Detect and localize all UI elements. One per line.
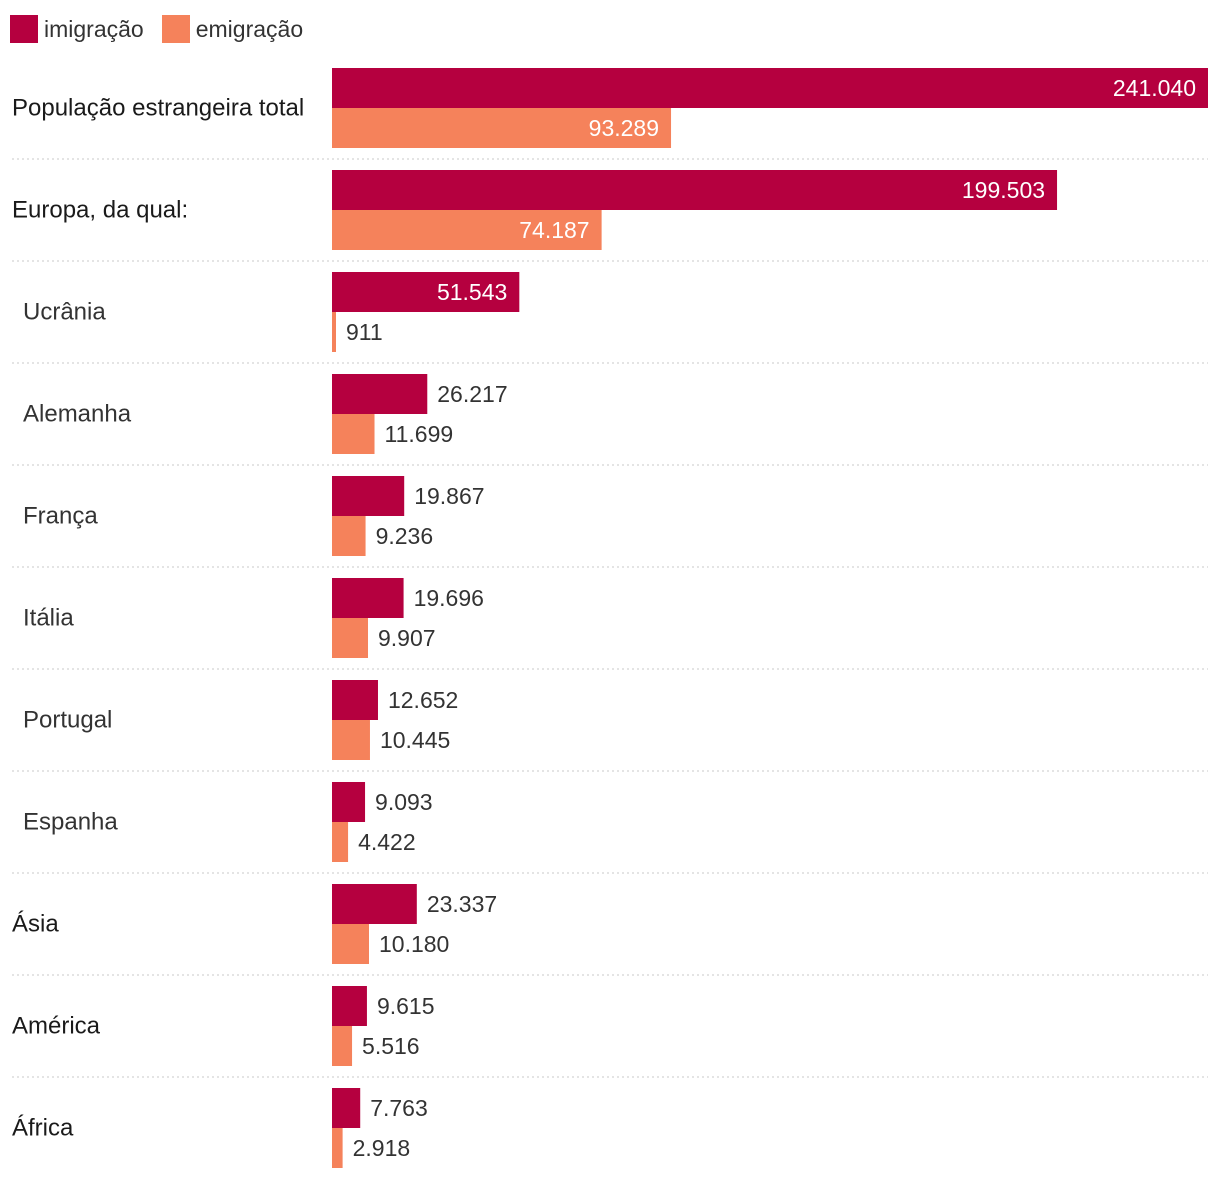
bar-emigracao	[332, 210, 602, 250]
bar-emigracao	[332, 618, 369, 658]
row-franca: França 19.867 9.236	[12, 476, 1208, 568]
value-label-imigracao: 241.040	[1113, 75, 1196, 101]
category-label: África	[12, 1115, 74, 1142]
bar-imigracao	[332, 578, 404, 618]
category-label: Ásia	[12, 911, 59, 938]
value-label-imigracao: 51.543	[437, 279, 507, 305]
bar-imigracao	[332, 272, 520, 312]
bar-imigracao	[332, 680, 378, 720]
row-asia: Ásia 23.337 10.180	[12, 884, 1208, 976]
legend-label-imigracao: imigração	[44, 15, 144, 42]
value-label-imigracao: 7.763	[370, 1095, 428, 1121]
bar-imigracao	[332, 170, 1058, 210]
value-label-imigracao: 23.337	[427, 891, 497, 917]
legend-label-emigracao: emigração	[195, 15, 304, 42]
value-label-emigracao: 2.918	[353, 1135, 411, 1161]
legend-item-imigracao: imigração	[10, 15, 144, 43]
bar-emigracao	[332, 822, 349, 862]
value-label-imigracao: 12.652	[388, 687, 458, 713]
bar-emigracao	[332, 108, 672, 148]
value-label-emigracao: 9.236	[376, 523, 434, 549]
legend-item-emigracao: emigração	[161, 15, 304, 43]
value-label-emigracao: 9.907	[378, 625, 436, 651]
bar-imigracao	[332, 476, 405, 516]
category-label: Europa, da qual:	[12, 197, 188, 224]
value-label-emigracao: 74.187	[519, 217, 589, 243]
bar-imigracao	[332, 884, 417, 924]
value-label-emigracao: 10.445	[380, 727, 450, 753]
bar-emigracao	[332, 312, 336, 352]
category-label: França	[23, 503, 98, 530]
row-portugal: Portugal 12.652 10.445	[12, 680, 1208, 772]
value-label-emigracao: 10.180	[379, 931, 449, 957]
bar-imigracao	[332, 68, 1208, 108]
value-label-imigracao: 26.217	[437, 381, 507, 407]
category-label: América	[12, 1013, 101, 1040]
value-label-imigracao: 19.696	[414, 585, 484, 611]
row-ucrania: Ucrânia 51.543 911	[12, 272, 1208, 364]
value-label-emigracao: 4.422	[358, 829, 416, 855]
bar-imigracao	[332, 374, 428, 414]
category-label: População estrangeira total	[12, 95, 304, 122]
value-label-imigracao: 199.503	[962, 177, 1045, 203]
value-label-emigracao: 11.699	[385, 421, 454, 447]
category-label: Itália	[23, 605, 74, 632]
row-africa: África 7.763 2.918	[12, 1088, 428, 1168]
row-europa-da-qual: Europa, da qual: 199.503 74.187	[12, 170, 1208, 262]
row-populacao-estrangeira-total: População estrangeira total 241.040 93.289	[12, 68, 1208, 160]
legend: imigração emigração	[10, 14, 321, 44]
legend-swatch-imigracao	[10, 15, 38, 43]
row-america: América 9.615 5.516	[12, 986, 1208, 1078]
category-label: Espanha	[23, 809, 118, 836]
bar-emigracao	[332, 516, 366, 556]
category-label: Ucrânia	[23, 299, 106, 326]
value-label-emigracao: 93.289	[589, 115, 659, 141]
row-alemanha: Alemanha 26.217 11.699	[12, 374, 1208, 466]
row-italia: Itália 19.696 9.907	[12, 578, 1208, 670]
bar-emigracao	[332, 720, 370, 760]
bar-emigracao	[332, 414, 375, 454]
value-label-imigracao: 9.093	[375, 789, 433, 815]
value-label-emigracao: 5.516	[362, 1033, 420, 1059]
value-label-imigracao: 19.867	[414, 483, 484, 509]
category-label: Portugal	[23, 707, 112, 734]
legend-swatch-emigracao	[161, 15, 190, 43]
bar-emigracao	[332, 924, 369, 964]
category-label: Alemanha	[23, 401, 132, 428]
bar-imigracao	[332, 1088, 361, 1128]
value-label-imigracao: 9.615	[377, 993, 435, 1019]
bar-imigracao	[332, 782, 366, 822]
bar-emigracao	[332, 1128, 343, 1168]
bar-imigracao	[332, 986, 367, 1026]
value-label-emigracao: 911	[346, 319, 383, 345]
row-espanha: Espanha 9.093 4.422	[12, 782, 1208, 874]
bar-emigracao	[332, 1026, 353, 1066]
